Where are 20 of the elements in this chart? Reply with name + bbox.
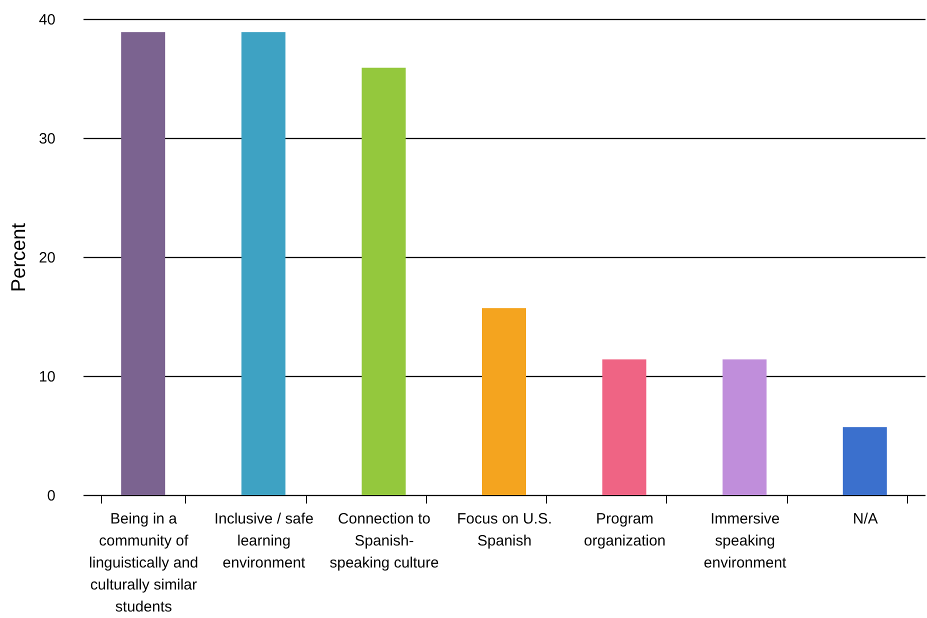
y-tick-label: 10	[38, 368, 56, 386]
y-tick-label: 30	[38, 130, 56, 148]
bar	[842, 427, 887, 495]
x-tick-label: Connection to Spanish-speaking culture	[330, 510, 439, 572]
x-tick-label: Program organization	[584, 510, 666, 550]
x-tick-label: Being in a community of linguistically and culturally similar students	[89, 510, 198, 616]
y-tick-label: 0	[47, 488, 56, 504]
y-axis-title: Percent	[8, 222, 30, 292]
y-tick-label: 20	[38, 250, 56, 266]
bar	[722, 359, 767, 495]
x-tick-label: Immersive speaking environment	[704, 510, 788, 572]
x-tick-label: N/A	[852, 510, 878, 528]
bar	[482, 308, 526, 495]
bar	[121, 32, 166, 495]
x-tick-label: Focus on U.S. Spanish	[456, 510, 552, 550]
y-tick-label: 40	[38, 12, 56, 28]
bar	[602, 359, 646, 495]
x-tick-label: Inclusive / safe learning environment	[214, 510, 314, 572]
bar	[241, 32, 286, 495]
bar	[362, 68, 406, 495]
